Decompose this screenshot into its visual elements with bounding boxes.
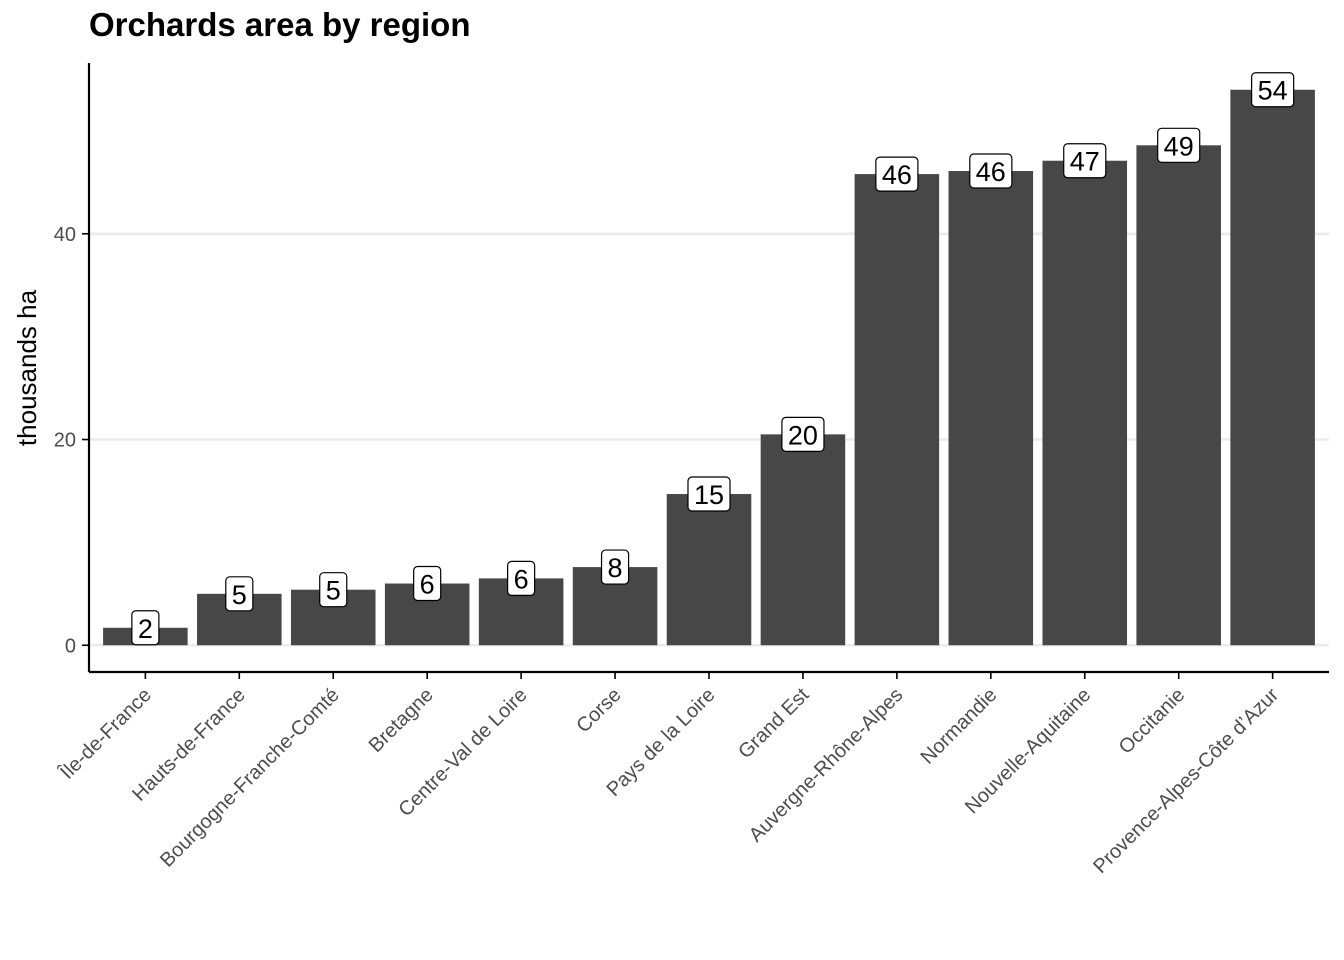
data-label-box <box>225 576 254 612</box>
data-label: 54 <box>1251 72 1295 108</box>
data-label-box <box>969 153 1013 189</box>
data-label-box <box>507 560 536 596</box>
x-tick-label: Île-de-France <box>55 683 156 784</box>
data-label-text: 6 <box>420 570 435 600</box>
bar <box>1042 160 1128 646</box>
data-label-box <box>319 572 348 608</box>
axes <box>82 63 1329 679</box>
data-label: 46 <box>969 153 1013 189</box>
data-label: 20 <box>781 416 825 452</box>
data-label-box <box>1063 143 1107 179</box>
data-label: 15 <box>687 476 731 512</box>
data-label: 6 <box>507 560 536 596</box>
data-label-box <box>781 416 825 452</box>
y-axis-label: thousands ha <box>12 289 42 446</box>
y-tick-label: 20 <box>54 430 76 452</box>
y-tick-label: 0 <box>65 635 76 657</box>
data-label: 46 <box>875 156 919 192</box>
bar <box>948 171 1034 646</box>
x-tick-label: Corse <box>572 684 625 737</box>
data-label-box <box>600 549 630 585</box>
x-tick-label: Auvergne-Rhône-Alpes <box>745 684 908 847</box>
data-label-text: 46 <box>976 157 1006 187</box>
data-label-text: 47 <box>1070 147 1100 177</box>
data-label-box <box>1157 127 1201 163</box>
data-label-text: 49 <box>1164 131 1194 161</box>
bar <box>1230 89 1315 646</box>
data-label-box <box>413 565 442 602</box>
x-tick-label: Occitanie <box>1115 684 1190 759</box>
data-label: 49 <box>1157 127 1201 163</box>
bar <box>666 494 752 646</box>
data-label-text: 5 <box>232 580 247 610</box>
data-label-text: 8 <box>608 553 623 583</box>
data-label: 6 <box>413 565 442 602</box>
x-tick-label: Bourgogne-Franche-Comté <box>156 684 344 872</box>
data-label-text: 6 <box>514 564 529 594</box>
data-label-box <box>875 156 919 192</box>
x-tick-label: Normandie <box>917 684 1002 769</box>
data-label-text: 46 <box>882 160 912 190</box>
data-label: 5 <box>319 572 348 608</box>
data-label: 8 <box>600 549 630 585</box>
data-label-box <box>131 610 160 646</box>
data-label-text: 15 <box>694 480 724 510</box>
data-label: 5 <box>225 576 254 612</box>
data-label-text: 54 <box>1258 76 1288 106</box>
x-tick-label: Grand Est <box>734 684 814 764</box>
bar <box>760 434 846 646</box>
x-tick-label: Bretagne <box>365 684 438 757</box>
bar <box>854 174 940 646</box>
data-label-text: 20 <box>788 420 818 450</box>
bars <box>103 89 1315 646</box>
data-label: 2 <box>131 610 160 646</box>
data-labels: 2 5 5 6 6 8 15 20 46 46 47 49 54 <box>131 72 1295 646</box>
chart-title: Orchards area by region <box>89 6 471 43</box>
data-label-box <box>687 476 731 512</box>
data-label-text: 5 <box>326 576 341 606</box>
data-label-text: 2 <box>138 614 153 644</box>
y-tick-label: 40 <box>54 224 76 246</box>
data-label-box <box>1251 72 1295 108</box>
x-tick-label: Provence-Alpes-Côte d’Azur <box>1089 684 1283 878</box>
data-label: 47 <box>1063 143 1107 179</box>
bar <box>1136 145 1221 646</box>
